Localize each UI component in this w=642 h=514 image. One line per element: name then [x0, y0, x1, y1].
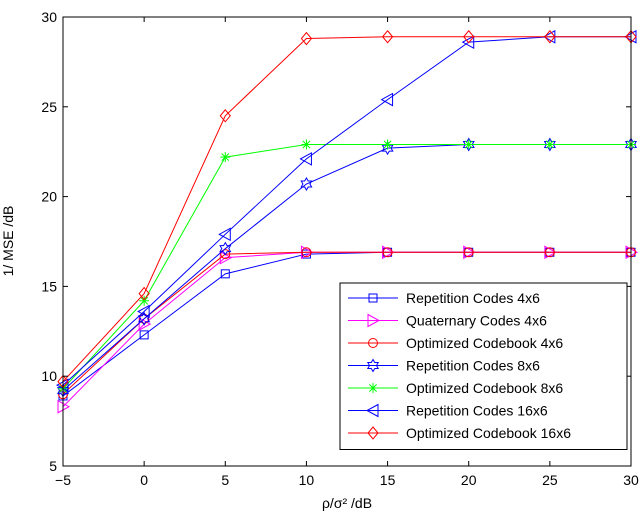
data-point [300, 31, 313, 46]
y-tick-label: 30 [41, 9, 57, 25]
data-point [381, 141, 394, 156]
legend-entry: Repetition Codes 4x6 [348, 290, 540, 306]
legend-box [339, 282, 628, 450]
legend-label: Repetition Codes 8x6 [406, 358, 540, 374]
data-point [220, 249, 231, 260]
legend-marker [368, 338, 378, 348]
data-point [139, 330, 149, 340]
x-tick-label: −5 [55, 472, 71, 488]
series-line [62, 36, 631, 386]
legend: Repetition Codes 4x6 Quaternary Codes 4x6… [339, 282, 628, 450]
legend-label: Optimized Codebook 8x6 [406, 380, 563, 396]
data-point [139, 295, 150, 306]
data-point [382, 139, 393, 150]
legend-entry: Optimized Codebook 8x6 [348, 380, 563, 396]
legend-entry: Optimized Codebook 4x6 [348, 335, 563, 351]
data-point [380, 92, 394, 107]
data-point [301, 139, 312, 150]
legend-entry: Repetition Codes 16x6 [348, 403, 548, 419]
x-tick-label: 20 [461, 472, 477, 488]
data-point [461, 35, 475, 49]
x-tick-label: 0 [140, 472, 148, 488]
data-point [301, 247, 312, 258]
legend-entry: Optimized Codebook 16x6 [348, 425, 571, 441]
data-point [382, 247, 393, 258]
data-point [138, 286, 150, 301]
legend-marker [366, 358, 380, 373]
x-axis-label: ρ/σ² /dB [322, 495, 372, 511]
x-tick-label: 25 [542, 472, 558, 488]
legend-entry: Quaternary Codes 4x6 [348, 313, 547, 329]
y-tick-label: 20 [41, 189, 57, 205]
data-point [137, 304, 150, 319]
data-point [463, 139, 474, 150]
data-point [462, 137, 475, 152]
data-point [544, 139, 555, 150]
data-point [219, 108, 231, 123]
x-tick-label: 10 [299, 472, 315, 488]
series-7 [57, 29, 637, 389]
legend-marker [367, 426, 379, 440]
y-tick-label: 25 [41, 99, 57, 115]
x-tick-label: 15 [380, 472, 396, 488]
series-line [62, 36, 631, 382]
y-tick-label: 15 [41, 278, 57, 294]
axes-frame [62, 16, 632, 467]
legend-label: Optimized Codebook 16x6 [406, 425, 571, 441]
x-tick-label: 30 [623, 472, 639, 488]
data-point [381, 29, 394, 44]
legend-marker [367, 313, 381, 328]
legend-label: Quaternary Codes 4x6 [406, 313, 547, 329]
data-point [463, 247, 474, 258]
series-line [62, 144, 631, 390]
x-tick-label: 5 [221, 472, 229, 488]
axes-layer: −5 0 5 10 15 20 25 30 5 10 15 20 25 30 [41, 9, 639, 488]
y-tick-label: 10 [41, 368, 57, 384]
series-line [62, 251, 631, 395]
data-point [220, 152, 231, 163]
y-tick-label: 5 [49, 458, 57, 474]
y-axis-label: 1/ MSE /dB [0, 206, 16, 277]
data-point [544, 29, 556, 44]
data-point [463, 29, 475, 44]
legend-label: Optimized Codebook 4x6 [406, 335, 563, 351]
legend-marker [365, 403, 379, 418]
legend-label: Repetition Codes 4x6 [406, 290, 540, 306]
series-3 [58, 247, 636, 400]
data-point [139, 313, 150, 324]
data-point [543, 137, 556, 152]
data-point [544, 247, 555, 258]
data-point [218, 227, 231, 242]
data-point [299, 152, 312, 166]
legend-marker [368, 293, 378, 303]
data-point [219, 241, 232, 256]
data-point [220, 269, 230, 279]
legend-marker [368, 383, 378, 393]
legend-label: Repetition Codes 16x6 [406, 403, 548, 419]
data-point [300, 177, 313, 192]
legend-entry: Repetition Codes 8x6 [348, 358, 540, 374]
data-point [138, 317, 152, 331]
